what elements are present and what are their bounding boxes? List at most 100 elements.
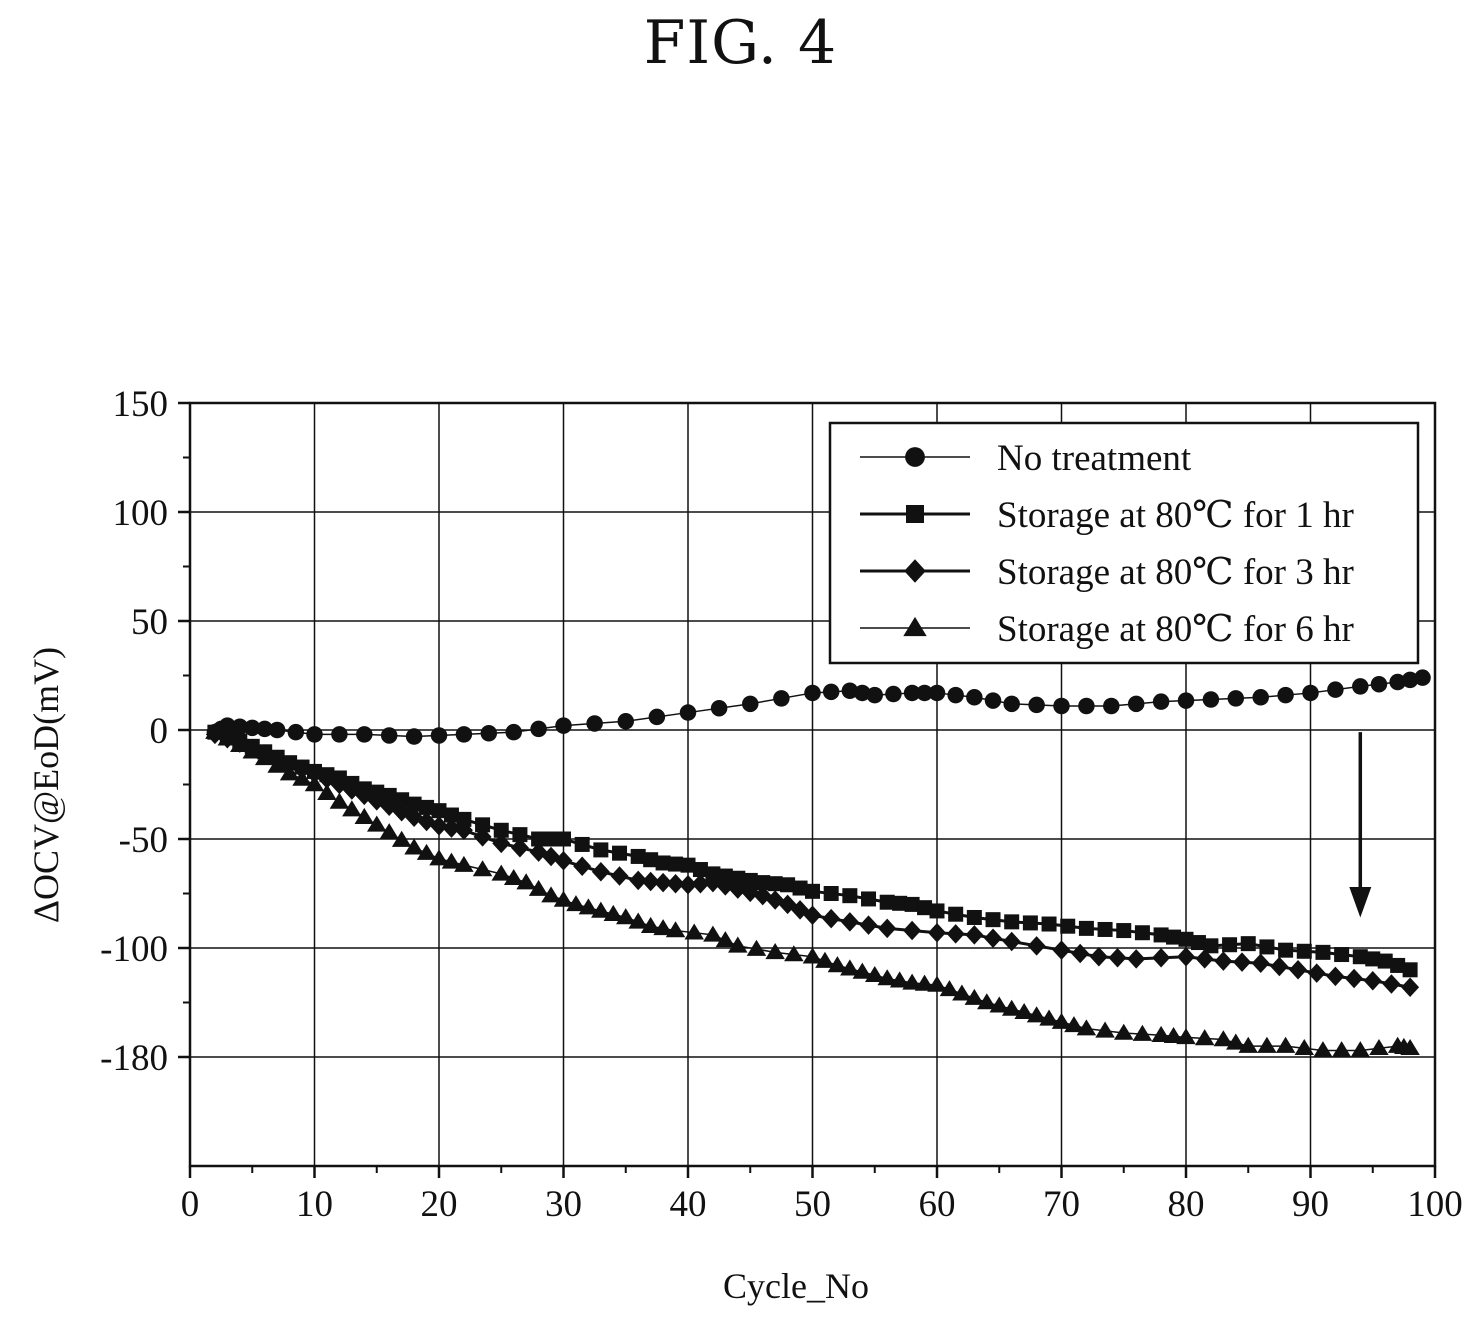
legend-label: No treatment (997, 438, 1192, 479)
triangle-marker (279, 764, 300, 781)
square-marker (767, 876, 783, 892)
circle-marker (710, 699, 728, 717)
triangle-marker (728, 936, 748, 953)
square-marker (985, 912, 1001, 928)
triangle-marker (516, 873, 536, 890)
circle-marker (773, 690, 790, 707)
diamond-marker (591, 861, 610, 882)
triangle-marker (939, 980, 960, 997)
triangle-marker (1039, 1009, 1059, 1026)
diamond-marker (1382, 974, 1401, 994)
diamond-marker (803, 905, 822, 926)
triangle-marker (1400, 1038, 1420, 1056)
series-4 (205, 722, 1420, 1058)
square-marker (493, 822, 509, 838)
square-marker (512, 827, 528, 843)
square-marker (1315, 944, 1331, 960)
square-marker (948, 906, 964, 922)
triangle-marker (1026, 1006, 1047, 1023)
diamond-marker (716, 876, 735, 896)
circle-marker (866, 686, 883, 704)
diamond-marker (1195, 949, 1214, 969)
y-tick-label: 50 (131, 602, 168, 643)
x-tick-label: 30 (545, 1184, 582, 1225)
triangle-marker (1238, 1036, 1258, 1053)
legend: No treatment Storage at 80℃ for 1 hr Stora… (828, 421, 1420, 665)
triangle-marker (1176, 1028, 1196, 1045)
circle-marker (1003, 695, 1020, 713)
circle-marker (1103, 697, 1120, 715)
triangle-marker (441, 852, 462, 869)
y-tick-label: -50 (119, 820, 168, 861)
circle-marker (1028, 696, 1045, 714)
diamond-marker (1233, 952, 1252, 972)
square-marker (1278, 942, 1294, 958)
square-marker (1134, 925, 1150, 941)
diamond-marker (691, 873, 710, 894)
triangle-marker (684, 923, 704, 940)
circle-marker (505, 723, 522, 741)
circle-marker (1202, 691, 1220, 708)
down-arrow-annotation (1349, 732, 1372, 918)
triangle-marker (230, 735, 250, 753)
square-marker (1060, 918, 1076, 934)
figure-title: FIG. 4 (643, 8, 838, 78)
triangle-marker (1331, 1041, 1352, 1058)
legend-box (828, 421, 1420, 665)
square-marker (823, 886, 839, 901)
square-marker (1153, 927, 1169, 943)
series-3 (205, 724, 1420, 997)
diamond-marker (1363, 970, 1382, 991)
diamond-marker (1002, 931, 1021, 952)
triangle-marker (703, 925, 723, 942)
x-tick-label: 90 (1292, 1184, 1329, 1225)
square-marker (655, 855, 671, 871)
diamond-marker (946, 924, 965, 944)
triangle-marker (746, 939, 767, 956)
square-marker (904, 896, 920, 912)
x-tick-label: 50 (794, 1184, 831, 1225)
triangle-marker (1064, 1016, 1084, 1033)
square-marker (406, 796, 422, 812)
triangle-marker (1095, 1021, 1115, 1038)
circle-marker (1352, 678, 1369, 695)
triangle-marker (416, 843, 437, 860)
triangle-marker (354, 807, 375, 824)
square-marker (475, 817, 491, 833)
circle-marker (903, 684, 921, 702)
circle-marker (244, 719, 261, 737)
triangle-marker (591, 901, 611, 918)
circle-marker (1177, 692, 1195, 709)
legend-label: Storage at 80℃ for 3 hr (997, 552, 1354, 593)
square-marker (861, 891, 877, 907)
circle-marker (1302, 684, 1319, 702)
square-marker (531, 831, 547, 847)
square-marker (1078, 920, 1094, 936)
triangle-marker (964, 988, 985, 1005)
x-tick-label: 60 (919, 1184, 956, 1225)
square-marker (1240, 936, 1256, 952)
square-marker (1116, 923, 1132, 939)
square-marker (1178, 931, 1194, 947)
triangle-marker (903, 616, 927, 637)
legend-entry: Storage at 80℃ for 6 hr (860, 609, 1354, 650)
square-marker (431, 803, 447, 819)
circle-marker (1227, 690, 1245, 707)
diamond-marker (454, 820, 473, 841)
diamond-marker (1251, 953, 1270, 974)
square-marker (419, 799, 435, 815)
square-marker (443, 807, 459, 823)
diamond-marker (610, 866, 629, 886)
diamond-marker (1214, 951, 1233, 971)
diamond-marker (1326, 966, 1345, 987)
triangle-marker (889, 971, 910, 988)
diamond-marker (1345, 968, 1364, 989)
triangle-marker (827, 956, 848, 973)
triangle-marker (1350, 1041, 1371, 1058)
square-marker (730, 870, 746, 886)
triangle-marker (1257, 1036, 1277, 1053)
series-1 (206, 669, 1431, 745)
triangle-marker (553, 890, 574, 907)
circle-marker (1401, 671, 1419, 689)
circle-marker (617, 713, 634, 730)
